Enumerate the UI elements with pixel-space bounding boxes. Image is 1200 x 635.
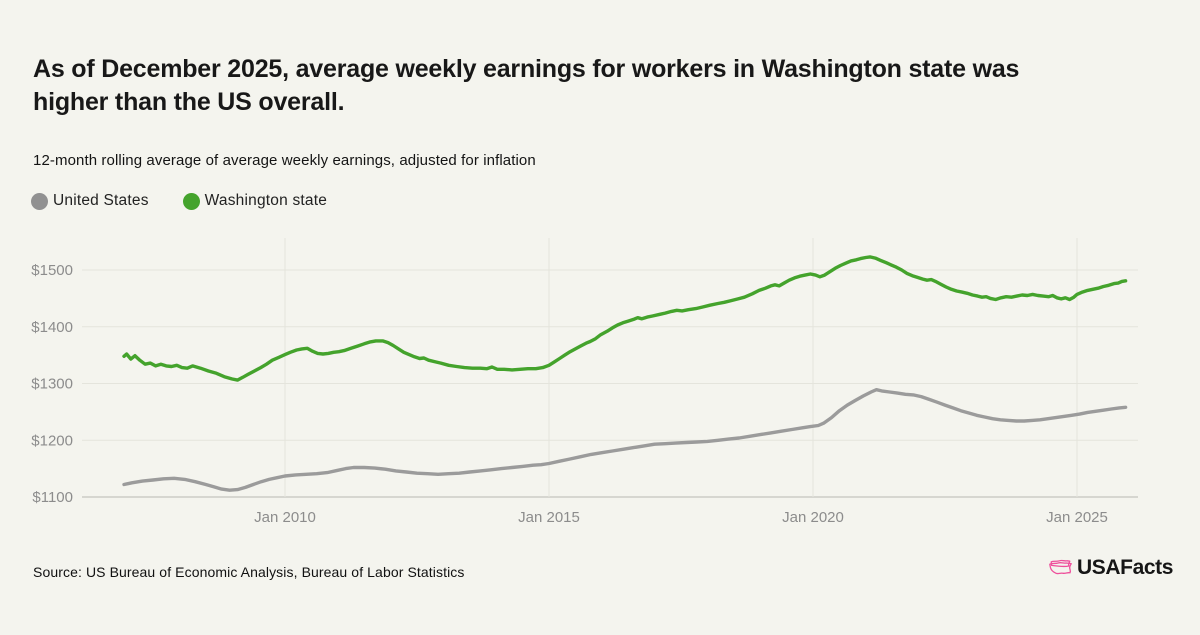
usa-map-icon [1049, 559, 1072, 575]
y-axis-tick: $1200 [31, 432, 73, 449]
washington-state-line [122, 255, 1128, 382]
y-axis-tick: $1100 [32, 489, 73, 506]
legend-label-united-states: United States [53, 192, 149, 209]
washington-state-dot-icon [182, 192, 200, 210]
x-axis-tick: Jan 2015 [518, 509, 580, 526]
page-title: As of December 2025, average weekly earn… [33, 53, 1173, 119]
legend-item-washington-state: Washington state [182, 192, 328, 210]
x-axis-tick: Jan 2025 [1046, 509, 1108, 526]
y-axis-tick: $1400 [31, 319, 73, 336]
x-axis-tick: Jan 2010 [254, 509, 316, 526]
chart-subtitle: 12-month rolling average of average week… [33, 152, 536, 169]
y-axis-tick: $1500 [31, 262, 73, 279]
source-text: Source: US Bureau of Economic Analysis, … [33, 564, 465, 580]
usafacts-logo: USAFacts [1048, 556, 1173, 580]
page-title-line2: higher than the US overall. [33, 88, 345, 116]
chart-legend: United States Washington state [31, 192, 327, 210]
legend-label-washington-state: Washington state [204, 192, 328, 209]
united-states-dot-icon [31, 192, 48, 210]
page-title-line1: As of December 2025, average weekly earn… [33, 55, 1020, 83]
united-states-line [122, 388, 1128, 492]
usafacts-logo-text: USAFacts [1077, 556, 1173, 579]
legend-item-united-states: United States [31, 192, 149, 210]
x-axis-tick: Jan 2020 [782, 509, 844, 526]
y-axis-tick: $1300 [31, 376, 73, 393]
